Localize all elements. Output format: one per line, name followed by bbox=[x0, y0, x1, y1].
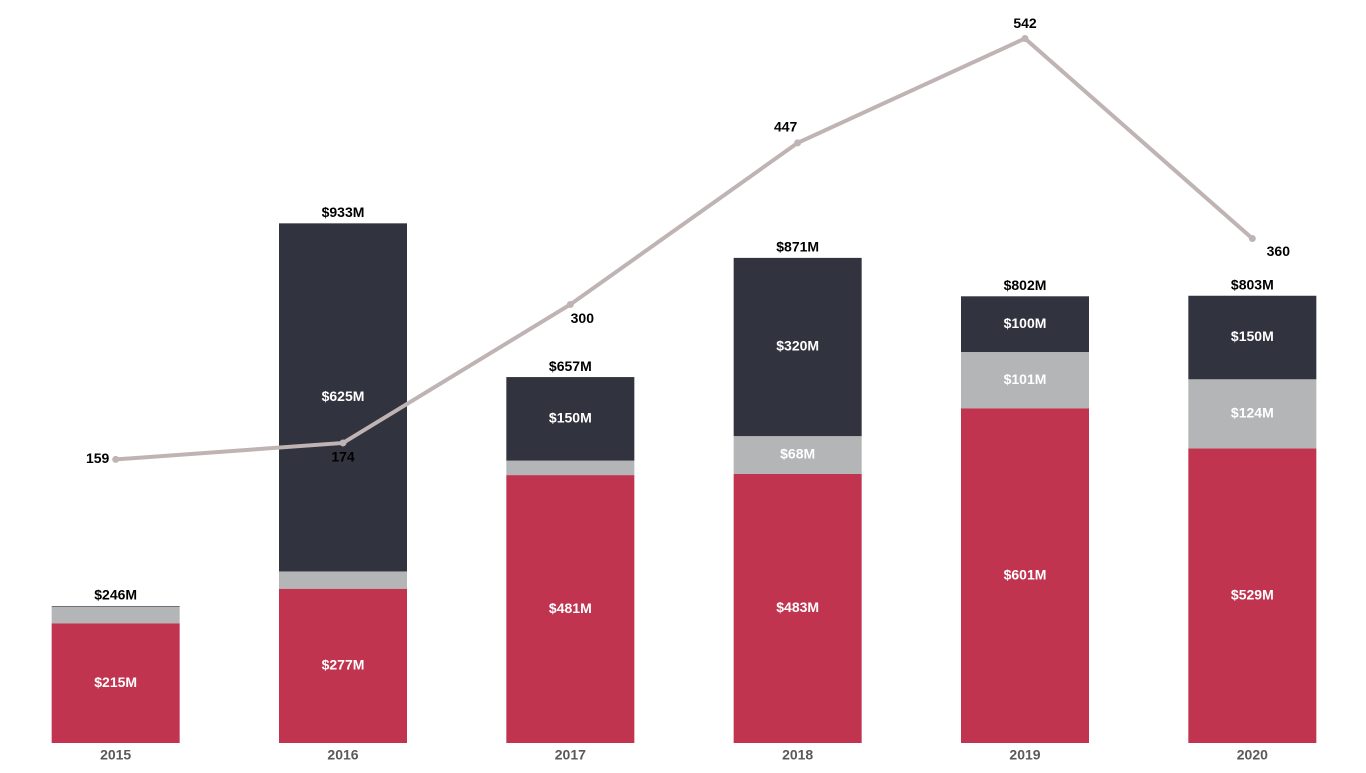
x-tick-label: 2020 bbox=[1237, 747, 1268, 763]
segment-label: $100M bbox=[1004, 315, 1047, 331]
segment-label: $601M bbox=[1004, 566, 1047, 582]
line-label: 360 bbox=[1267, 243, 1291, 259]
total-label: $246M bbox=[94, 587, 137, 603]
x-tick-label: 2018 bbox=[782, 747, 813, 763]
bar-segment bbox=[961, 408, 1089, 743]
total-label: $871M bbox=[776, 239, 819, 255]
bar-segment bbox=[1188, 379, 1317, 449]
line-label: 159 bbox=[86, 450, 110, 466]
line-label: 300 bbox=[571, 310, 595, 326]
bar-segment bbox=[1188, 295, 1317, 380]
bar-segment bbox=[733, 436, 862, 474]
total-label: $802M bbox=[1004, 277, 1047, 293]
bar-segment bbox=[733, 257, 862, 437]
segment-label: $483M bbox=[776, 599, 819, 615]
segment-label: $101M bbox=[1004, 371, 1047, 387]
bar-segment bbox=[506, 460, 635, 476]
line-point bbox=[566, 300, 574, 308]
bar-segment bbox=[961, 296, 1089, 353]
segment-label: $320M bbox=[776, 338, 819, 354]
segment-label: $68M bbox=[780, 446, 815, 462]
x-tick-label: 2017 bbox=[555, 747, 586, 763]
line bbox=[115, 36, 1254, 462]
bar-segment bbox=[279, 571, 407, 589]
segment-label: $625M bbox=[322, 388, 365, 404]
line-point bbox=[339, 439, 347, 447]
bar-segment bbox=[1188, 448, 1317, 743]
segment-label: $481M bbox=[549, 600, 592, 616]
bar-segment bbox=[51, 606, 180, 624]
segment-label: $150M bbox=[549, 410, 592, 426]
x-tick-label: 2015 bbox=[100, 747, 131, 763]
segment-label: $529M bbox=[1231, 586, 1274, 602]
line-point bbox=[794, 139, 802, 147]
bar-segment bbox=[733, 473, 862, 743]
bar-segment bbox=[279, 223, 407, 572]
total-label: $803M bbox=[1231, 276, 1274, 292]
line-point bbox=[1248, 235, 1256, 243]
bar-segment bbox=[506, 377, 635, 461]
total-label: $657M bbox=[549, 358, 592, 374]
x-tick-label: 2016 bbox=[327, 747, 358, 763]
bar-segment bbox=[506, 475, 635, 743]
line-label: 542 bbox=[1013, 15, 1037, 31]
segment-label: $215M bbox=[94, 674, 137, 690]
line-label: 174 bbox=[331, 449, 355, 465]
bar-segment bbox=[51, 605, 180, 607]
line-point bbox=[1021, 34, 1029, 42]
segment-label: $124M bbox=[1231, 405, 1274, 421]
bar-segment bbox=[961, 352, 1089, 409]
x-tick-label: 2019 bbox=[1009, 747, 1040, 763]
line-point bbox=[112, 455, 120, 463]
line-label: 447 bbox=[774, 119, 798, 135]
total-label: $933M bbox=[322, 204, 365, 220]
bar-segment bbox=[51, 623, 180, 743]
segment-label: $150M bbox=[1231, 328, 1274, 344]
segment-label: $277M bbox=[322, 657, 365, 673]
bar-segment bbox=[279, 588, 407, 743]
